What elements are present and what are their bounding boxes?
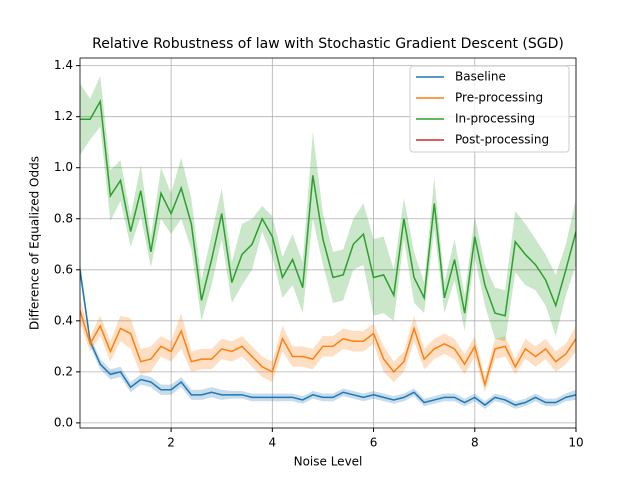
line (80, 310, 576, 388)
legend-label: Pre-processing (455, 91, 543, 105)
y-axis-label: Difference of Equalized Odds (28, 156, 42, 330)
legend-box (409, 65, 570, 153)
line (80, 98, 576, 317)
y-tick-label: 1.0 (54, 160, 73, 174)
y-tick-label: 1.4 (54, 58, 73, 72)
line (80, 269, 576, 406)
y-tick-label: 0.2 (54, 364, 73, 378)
plot-frame (79, 57, 577, 429)
y-tick-label: 0.0 (54, 415, 73, 429)
legend-label: Baseline (455, 70, 506, 84)
y-tick-label: 1.2 (54, 109, 73, 123)
error-band (80, 297, 576, 393)
legend-label: Post-processing (455, 133, 549, 147)
x-tick-label: 10 (568, 436, 583, 450)
error-band (80, 75, 576, 342)
x-tick-label: 6 (370, 436, 378, 450)
x-axis-label: Noise Level (294, 455, 363, 469)
y-tick-label: 0.4 (54, 313, 73, 327)
x-tick-label: 8 (471, 436, 479, 450)
x-tick-label: 4 (269, 436, 277, 450)
y-tick-label: 0.6 (54, 262, 73, 276)
chart-title: Relative Robustness of law with Stochast… (92, 36, 564, 52)
legend-label: In-processing (455, 112, 535, 126)
x-tick-label: 2 (167, 436, 175, 450)
y-tick-label: 0.8 (54, 211, 73, 225)
